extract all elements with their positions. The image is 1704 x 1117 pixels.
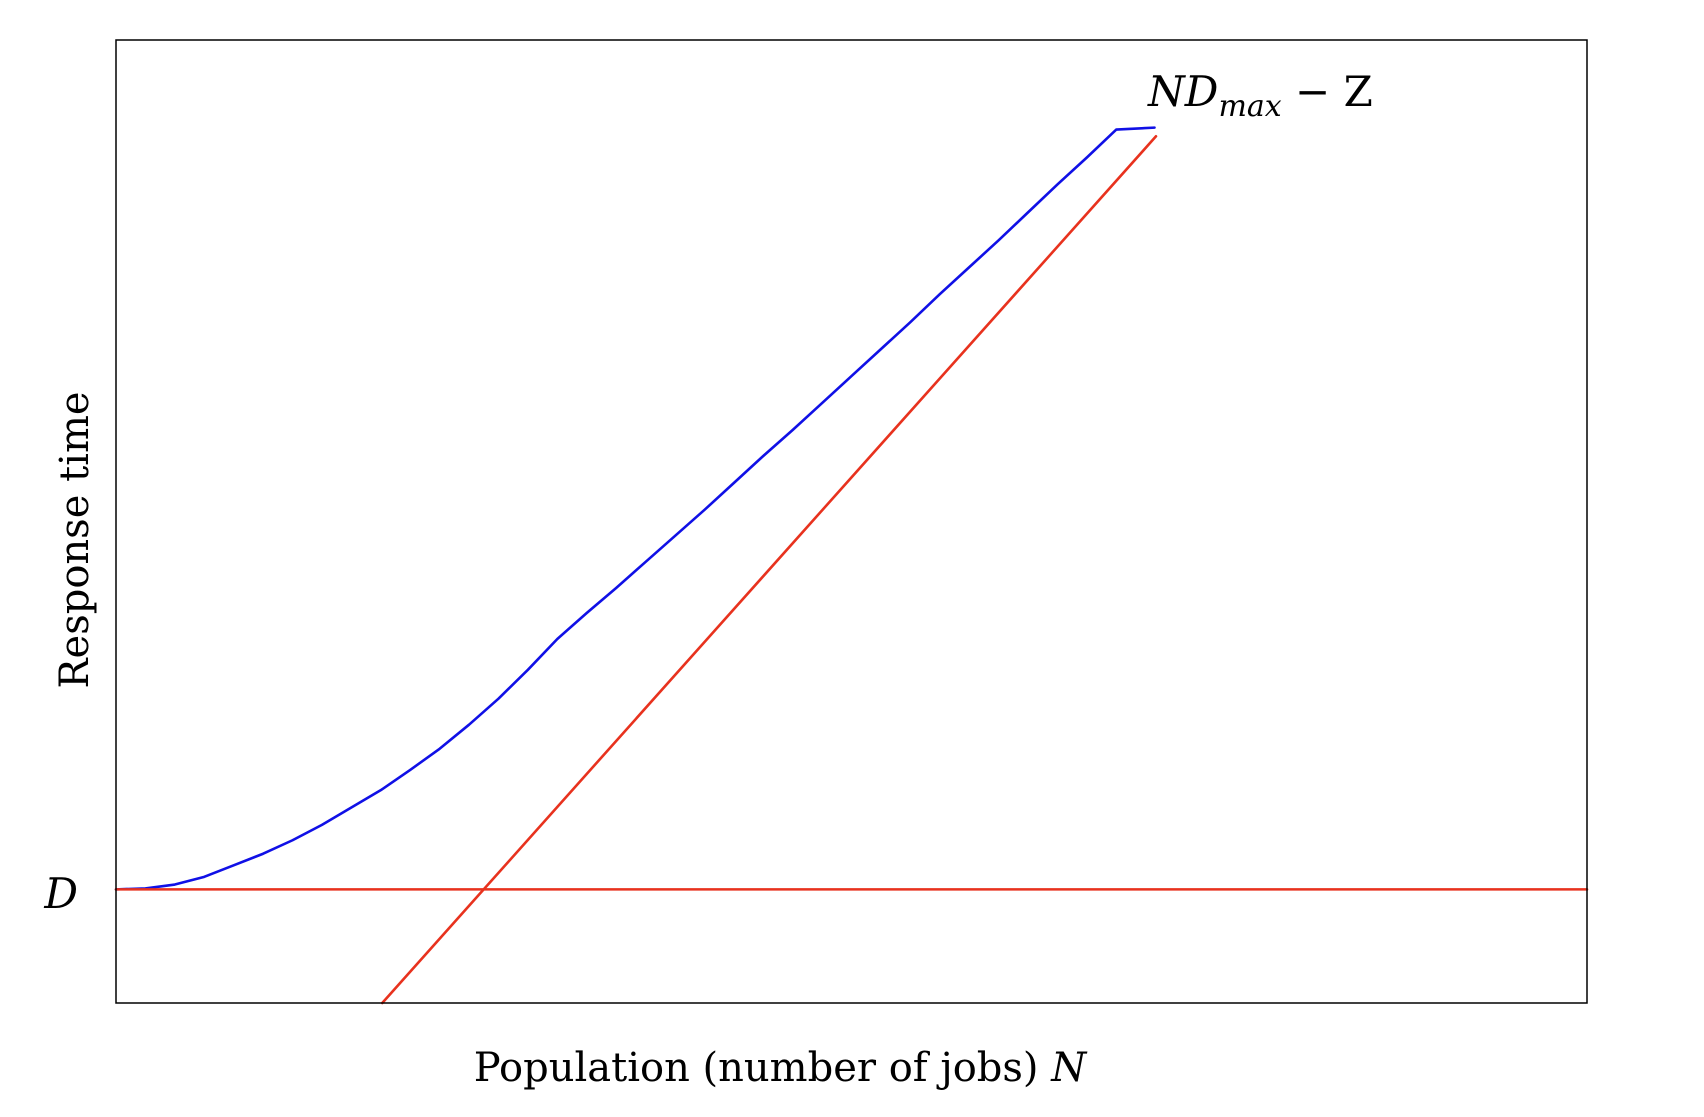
y-tick-label-d: D: [43, 869, 78, 918]
x-axis-label-text: Population (number of jobs): [474, 1045, 1052, 1091]
annotation-base: ND: [1147, 67, 1218, 116]
plot-frame: [115, 39, 1588, 1004]
annotation-subscript: max: [1218, 89, 1281, 124]
response-time-curve: [114, 126, 1156, 891]
x-axis-label-symbol: N: [1050, 1045, 1088, 1091]
plot-lines: [114, 126, 1589, 1005]
asymptote-nd-max-minus-z-line: [380, 135, 1158, 1005]
y-axis-label: Response time: [52, 391, 98, 688]
x-axis-label: Population (number of jobs) N: [474, 1045, 1089, 1091]
nd-max-minus-z-annotation: NDmax − Z: [1147, 67, 1373, 124]
annotation-suffix: − Z: [1282, 67, 1373, 116]
